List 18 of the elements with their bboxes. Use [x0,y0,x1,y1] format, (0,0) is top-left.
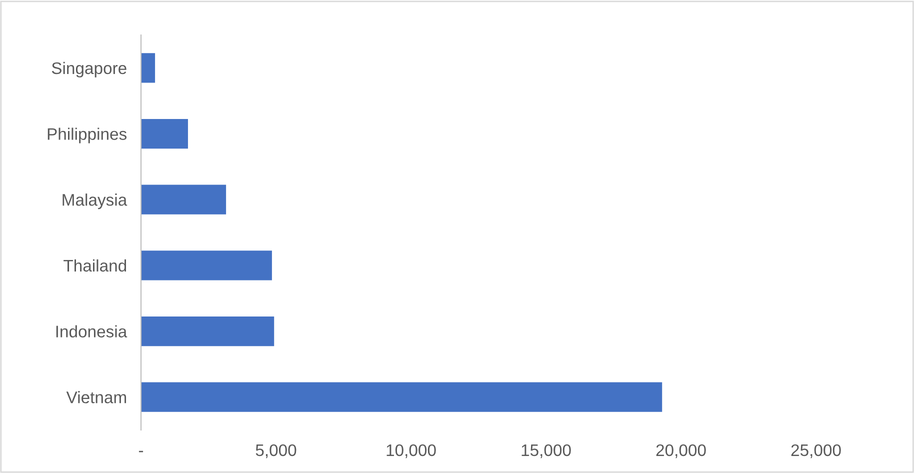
x-tick-label: 15,000 [522,444,571,458]
bar [141,118,188,149]
y-tick-label: Singapore [52,62,126,78]
y-tick-label: Indonesia [56,325,128,338]
y-tick-label: Vietnam [66,391,126,404]
x-tick-label: 20,000 [656,444,706,458]
bar [141,382,662,412]
y-tick-label: Thailand [64,259,126,272]
x-tick-label: - [138,450,144,452]
bar [141,250,272,280]
y-tick-label: Malaysia [62,194,128,210]
x-tick-label: 25,000 [791,444,841,458]
bar [141,316,274,346]
x-tick-label: 5,000 [256,444,296,458]
bar [141,184,226,214]
bar [141,53,156,83]
x-tick-label: 10,000 [386,444,436,458]
y-tick-label: Philippines [48,128,127,144]
